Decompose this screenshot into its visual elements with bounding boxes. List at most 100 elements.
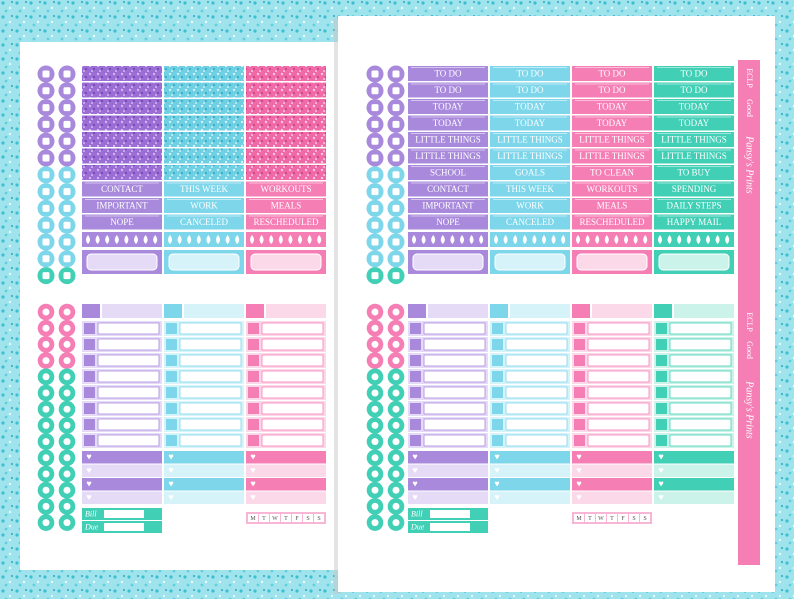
row-icon [410,323,421,334]
water-drop [177,235,182,244]
icon-glyph [63,486,71,494]
label-sticker [408,132,488,147]
weekday-box [259,514,269,522]
row-field [505,402,568,415]
label-text: TODAY [433,101,464,111]
row-field [505,354,568,367]
row-field [97,434,160,447]
label-sticker [490,165,570,180]
icon-glyph [63,171,71,179]
water-drop [86,235,90,244]
row-icon [492,323,503,334]
water-drop [658,235,662,244]
header-band [102,304,162,318]
water-drop [633,235,638,244]
heart-band [572,464,652,477]
label-text: NOPE [436,217,460,227]
label-text: WORKOUTS [261,184,312,194]
heart-band [408,478,488,491]
heart-band [82,451,162,464]
label-sticker [572,132,652,147]
heart-band [82,464,162,477]
heart-band [408,491,488,504]
label-sticker [654,148,734,164]
weekday-box [640,514,650,522]
icon-glyph [42,454,50,462]
row-field [669,354,732,367]
icon-glyph [371,389,379,397]
label-text: LITTLE THINGS [497,134,563,144]
icon-glyph [63,308,71,316]
icon-glyph [63,272,71,280]
icon-glyph [42,204,50,212]
header-band [592,304,652,318]
label-text: DAILY STEPS [666,200,721,210]
row-field [261,370,324,383]
heart-icon: ♥ [412,479,417,489]
heart-icon: ♥ [412,465,417,475]
heart-band [572,478,652,491]
label-sticker [654,181,734,197]
row-field [587,402,650,415]
water-drop [143,235,148,244]
icon-glyph [392,373,400,381]
icon-glyph [392,137,400,145]
row-field [669,386,732,399]
row-field [179,402,242,415]
header-tab [490,304,508,318]
heart-band [490,451,570,464]
row-icon [656,339,667,350]
label-text: MEALS [271,200,302,210]
label-text: WORKOUTS [587,184,638,194]
heart-band [164,478,244,491]
weekday-box [248,514,258,522]
icon-glyph [392,389,400,397]
row-field [423,386,486,399]
label-sticker [408,115,488,131]
water-drop [412,235,416,244]
icon-glyph [63,373,71,381]
label-text: TO DO [598,85,626,95]
label-text: IMPORTANT [422,200,474,210]
row-icon [166,435,177,446]
label-text: CANCELED [180,217,228,227]
heart-icon: ♥ [494,452,499,462]
icon-glyph [63,502,71,510]
label-sticker [572,82,652,98]
row-icon [166,419,177,430]
row-icon [84,323,95,334]
label-text: LITTLE THINGS [415,134,481,144]
label-text: CONTACT [101,184,143,194]
label-text: IMPORTANT [96,200,148,210]
icon-glyph [371,308,379,316]
row-icon [166,355,177,366]
row-icon [84,419,95,430]
row-icon [248,323,259,334]
left-sheet: CONTACT THIS WEEK WORKOUTS IMPORTANT WORK MEA… [20,42,350,570]
row-icon [492,387,503,398]
heart-icon: ♥ [412,452,417,462]
heart-icon: ♥ [168,479,173,489]
row-icon [410,355,421,366]
water-drop [95,235,100,244]
row-icon [84,387,95,398]
water-drop [269,235,274,244]
icon-glyph [42,519,50,527]
icon-glyph [392,272,400,280]
heart-band [490,464,570,477]
row-field [97,418,160,431]
water-drop [551,235,556,244]
label-sticker [82,198,162,213]
strip-text: Pansy's Prints [744,135,755,194]
water-drop [317,235,322,244]
bill-field [104,523,144,531]
row-icon [492,371,503,382]
weekday-box [574,514,584,522]
row-field [669,434,732,447]
weekday-letter: M [576,516,582,522]
label-text: TODAY [515,101,546,111]
label-text: LITTLE THINGS [579,134,645,144]
label-sticker [572,165,652,180]
weekday-letter: F [621,516,625,522]
heart-band [164,464,244,477]
